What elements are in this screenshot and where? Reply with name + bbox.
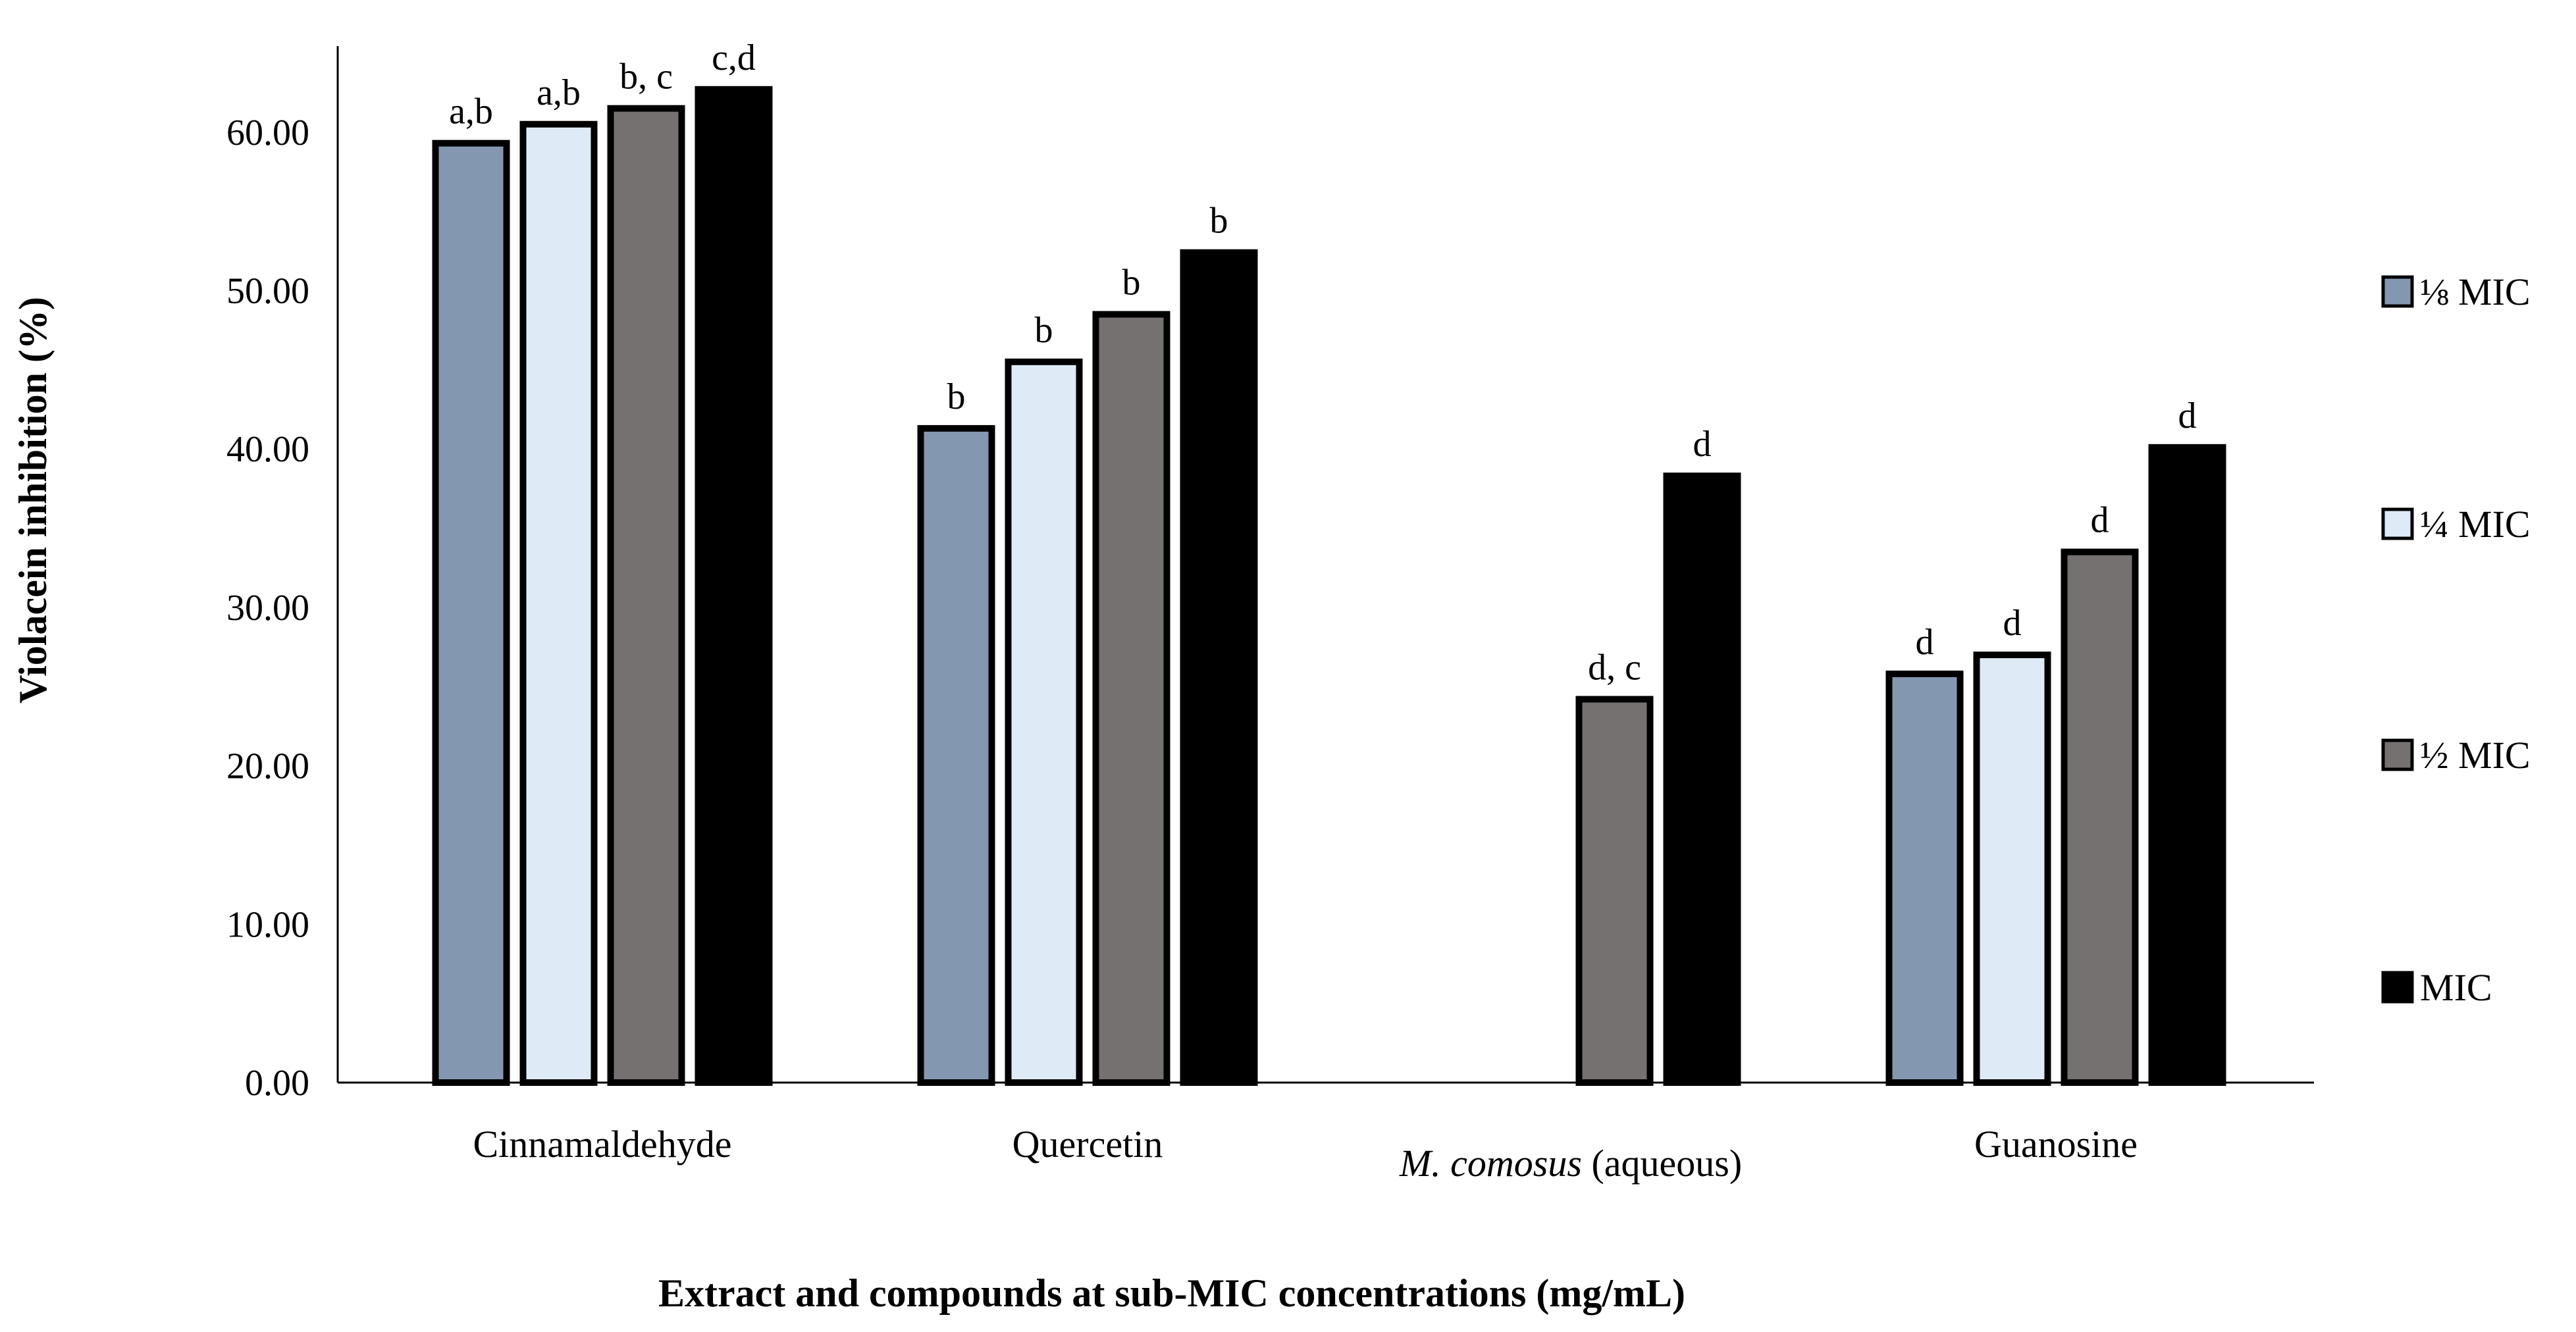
legend-swatch bbox=[2381, 738, 2414, 771]
bars bbox=[432, 86, 2226, 1087]
legend-swatch bbox=[2381, 275, 2414, 308]
bar-significance-label: b bbox=[1122, 263, 1141, 303]
bar bbox=[2061, 548, 2139, 1086]
y-tick-label: 40.00 bbox=[226, 429, 309, 470]
legend: ⅛ MIC ¼ MIC ½ MIC MIC bbox=[2381, 270, 2531, 1009]
bar-significance-label: b bbox=[1210, 201, 1228, 242]
bar bbox=[1885, 670, 1964, 1086]
bar bbox=[607, 105, 685, 1087]
bar-significance-label: a,b bbox=[537, 72, 581, 113]
bar-significance-label: b bbox=[947, 376, 966, 417]
bar bbox=[1575, 696, 1654, 1086]
y-tick-label: 0.00 bbox=[245, 1063, 309, 1104]
axes: 0.00 10.00 20.00 30.00 40.00 50.00 60.00 Cinnam… bbox=[226, 46, 2314, 1185]
legend-label: MIC bbox=[2420, 966, 2492, 1009]
x-category-label: Cinnamaldehyde bbox=[473, 1123, 731, 1166]
bar-significance-label: d bbox=[1693, 424, 1712, 465]
legend-swatch bbox=[2381, 971, 2414, 1004]
bar-significance-label: a,b bbox=[449, 91, 493, 132]
y-tick-label: 20.00 bbox=[226, 746, 309, 787]
legend-label: ⅛ MIC bbox=[2420, 270, 2531, 313]
bar bbox=[519, 120, 598, 1086]
y-tick-label: 60.00 bbox=[226, 113, 309, 153]
x-category-label: Quercetin bbox=[1012, 1123, 1163, 1166]
bar-significance-label: c,d bbox=[712, 38, 756, 78]
bar bbox=[1092, 311, 1170, 1087]
bar bbox=[432, 140, 510, 1086]
legend-swatch bbox=[2381, 507, 2414, 540]
y-tick-label: 50.00 bbox=[226, 271, 309, 312]
bar bbox=[1973, 652, 2051, 1086]
bar-significance-label: b bbox=[1035, 310, 1053, 351]
x-axis-title: Extract and compounds at sub-MIC concent… bbox=[658, 1271, 1685, 1315]
bar-significance-label: b, c bbox=[619, 57, 673, 97]
bar-significance-label: d bbox=[2178, 396, 2197, 436]
bar-labels: a,b b d a,b b d b, c b d, c d c,d b d d bbox=[449, 38, 2196, 688]
y-tick-label: 10.00 bbox=[226, 904, 309, 945]
bar bbox=[2148, 444, 2226, 1086]
x-category-label: Guanosine bbox=[1974, 1123, 2138, 1166]
bar bbox=[1005, 358, 1083, 1087]
y-axis-title: Violacein inhibition (%) bbox=[11, 297, 55, 704]
x-category-label: M. comosus (aqueous) bbox=[1399, 1142, 1742, 1185]
bar-significance-label: d, c bbox=[1588, 648, 1641, 688]
legend-label: ½ MIC bbox=[2420, 734, 2531, 777]
bar-significance-label: d bbox=[2003, 603, 2022, 644]
bar-significance-label: d bbox=[1916, 622, 1934, 663]
bar bbox=[695, 86, 773, 1086]
bar-significance-label: d bbox=[2091, 500, 2109, 541]
bar bbox=[1180, 249, 1258, 1086]
y-tick-label: 30.00 bbox=[226, 588, 309, 628]
bar bbox=[1663, 473, 1741, 1086]
legend-label: ¼ MIC bbox=[2420, 503, 2531, 546]
bar bbox=[917, 424, 995, 1086]
